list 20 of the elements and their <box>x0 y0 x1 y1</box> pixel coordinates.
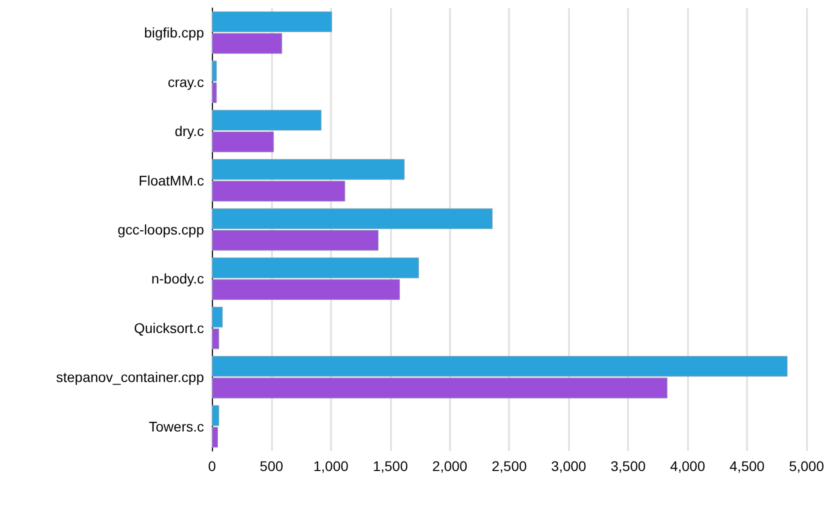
x-tick-label: 1,000 <box>313 458 349 474</box>
y-tick-label: n-body.c <box>151 270 204 287</box>
x-tick-label: 4,500 <box>730 458 765 474</box>
x-tick-label: 500 <box>260 458 284 474</box>
y-tick-label: FloatMM.c <box>138 172 204 188</box>
x-tick-label: 2,500 <box>492 458 527 474</box>
y-tick-label: cray.c <box>168 74 204 90</box>
y-tick-label: bigfib.cpp <box>144 24 204 41</box>
x-tick-label: 5,000 <box>788 458 824 474</box>
x-tick-label: 4,000 <box>670 458 706 474</box>
y-tick-label: stepanov_container.cpp <box>56 369 204 386</box>
y-tick-label: Towers.c <box>148 418 204 434</box>
y-tick-label: gcc-loops.cpp <box>118 222 204 238</box>
x-tick-label: 3,000 <box>551 458 586 474</box>
x-tick-label: 2,000 <box>432 458 468 474</box>
x-tick-label: 1,500 <box>372 458 408 474</box>
y-tick-label: dry.c <box>174 123 204 140</box>
x-tick-label: 3,500 <box>610 458 646 474</box>
y-tick-label: Quicksort.c <box>134 320 204 336</box>
x-tick-label: 0 <box>208 458 216 474</box>
